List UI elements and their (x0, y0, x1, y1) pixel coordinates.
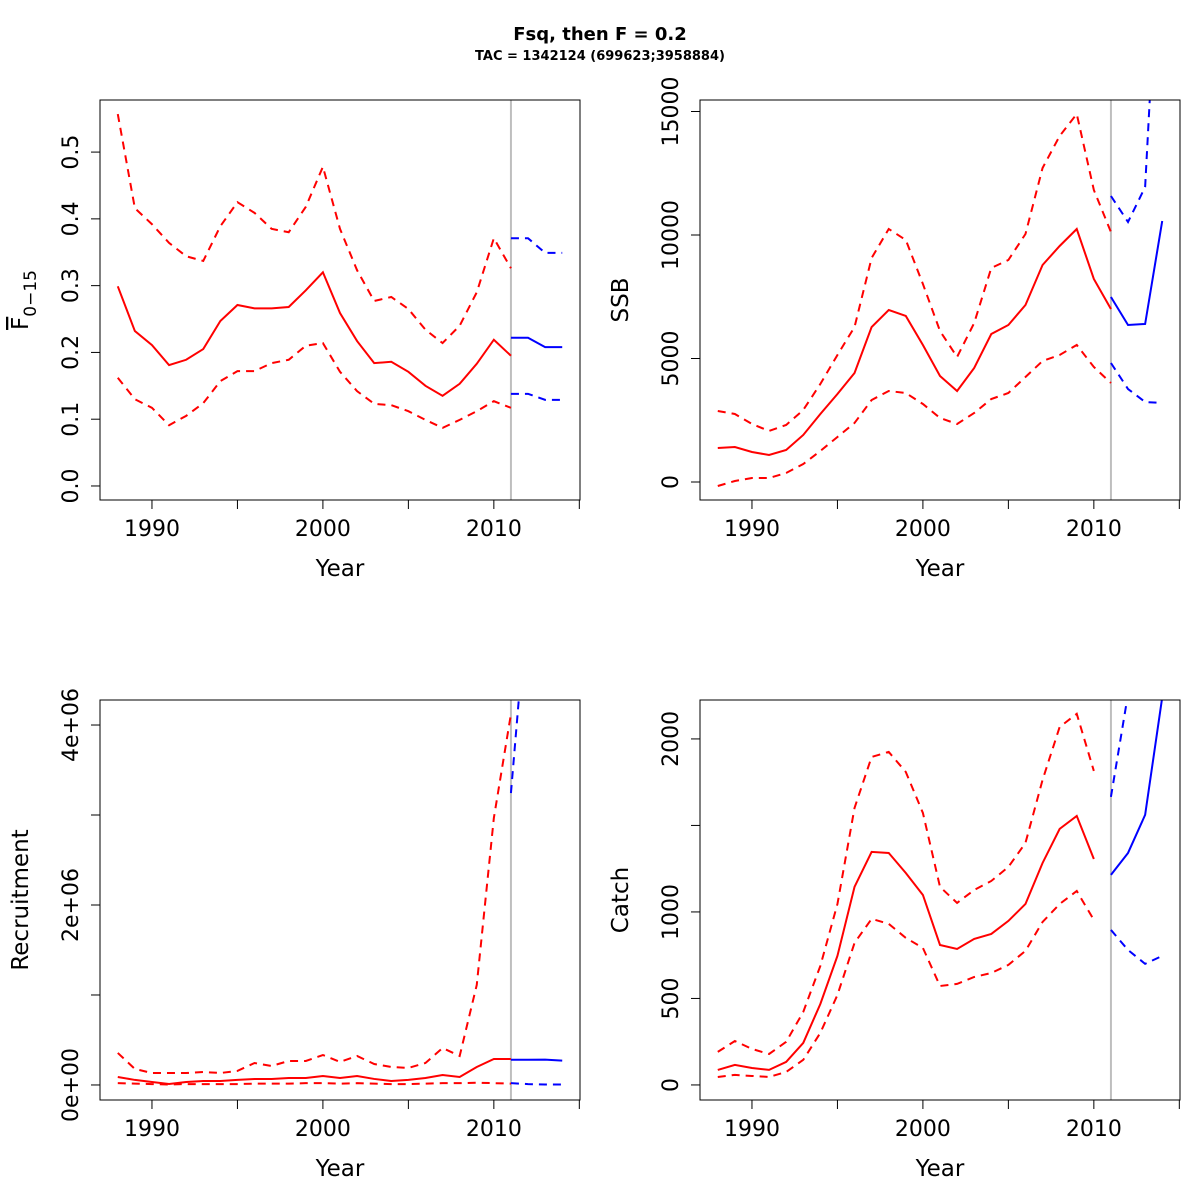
interval-line (117, 1081, 511, 1086)
y-tick-label: 5000 (659, 330, 684, 386)
panel: 1990 2000 2010 Year 0 500 1000 2000 Catch (608, 699, 1181, 1182)
plot-frame (699, 99, 1181, 501)
interval-line (116, 113, 512, 345)
y-axis-label-main: F (8, 317, 34, 330)
y-tick-label: 10000 (659, 200, 684, 270)
x-axis-label: Year (315, 556, 365, 582)
y-tick-label: 500 (659, 977, 684, 1019)
interval-line (1109, 700, 1129, 798)
y-tick-label: 0.4 (59, 201, 84, 236)
estimate-line (116, 270, 512, 398)
panel: 1990 2000 2010 Year 0.0 0.1 0.2 0.3 0.4 0.5 F0−15 (8, 99, 581, 582)
interval-line (1110, 100, 1151, 225)
panel: 1990 2000 2010 Year 0 5000 10000 15000 SSB (608, 76, 1181, 582)
estimate-line (1110, 700, 1163, 876)
x-tick-label: 2000 (895, 517, 951, 542)
estimate-line (1110, 220, 1164, 327)
y-tick-label: 0e+00 (59, 1048, 84, 1122)
y-tick-label: 2000 (659, 711, 684, 767)
x-tick-label: 1990 (124, 1117, 180, 1142)
y-tick-label: 0.1 (59, 402, 84, 437)
interval-line (1110, 362, 1163, 404)
estimate-line (717, 814, 1095, 1071)
x-axis-label: Year (315, 1156, 365, 1182)
x-tick-label: 2000 (295, 1117, 351, 1142)
interval-line (117, 713, 512, 1075)
y-tick-label: 2e+06 (59, 868, 84, 942)
estimate-line (510, 336, 563, 349)
y-tick-label: 0.3 (59, 268, 84, 303)
x-tick-label: 2010 (466, 1117, 522, 1142)
y-tick-label: 1000 (659, 884, 684, 940)
figure-subtitle: TAC = 1342124 (699623;3958884) (475, 49, 725, 64)
x-tick-label: 1990 (124, 517, 180, 542)
figure-title: Fsq, then F = 0.2 (513, 24, 687, 45)
x-tick-label: 2010 (1066, 517, 1122, 542)
y-tick-label: 0.0 (59, 468, 84, 503)
y-tick-label: 0 (659, 475, 684, 489)
plot-frame (99, 99, 581, 501)
y-axis-label: Recruitment (8, 829, 34, 970)
x-tick-label: 1990 (724, 517, 780, 542)
interval-line (717, 111, 1112, 433)
y-axis-label-sub: 0−15 (21, 270, 41, 317)
interval-line (1110, 929, 1163, 966)
x-tick-label: 2010 (466, 517, 522, 542)
y-tick-label: 0 (659, 1078, 684, 1092)
y-axis-label: F0−15 (8, 270, 41, 330)
plot-frame (99, 699, 581, 1101)
panel: 1990 2000 2010 Year 0e+00 2e+06 4e+06 Recruitme… (8, 688, 581, 1182)
x-tick-label: 1990 (724, 1117, 780, 1142)
estimate-line (717, 227, 1112, 457)
x-axis-label: Year (915, 556, 965, 582)
interval-line (510, 237, 563, 254)
y-tick-label: 0.2 (59, 335, 84, 370)
x-tick-label: 2010 (1066, 1117, 1122, 1142)
y-tick-label: 15000 (659, 76, 684, 146)
y-tick-label: 0.5 (59, 135, 84, 170)
y-axis-label: Catch (608, 867, 634, 933)
interval-line (510, 1082, 563, 1086)
interval-line (717, 343, 1112, 487)
x-axis-label: Year (915, 1156, 965, 1182)
interval-line (717, 889, 1095, 1078)
plot-frame (699, 699, 1181, 1101)
estimate-line (117, 1057, 511, 1085)
y-axis-label: SSB (608, 278, 634, 323)
x-tick-label: 2000 (895, 1117, 951, 1142)
interval-line (510, 392, 563, 401)
estimate-line (510, 1058, 563, 1062)
interval-line (116, 341, 512, 429)
interval-line (717, 712, 1095, 1056)
y-tick-label: 4e+06 (59, 688, 84, 762)
x-tick-label: 2000 (295, 517, 351, 542)
